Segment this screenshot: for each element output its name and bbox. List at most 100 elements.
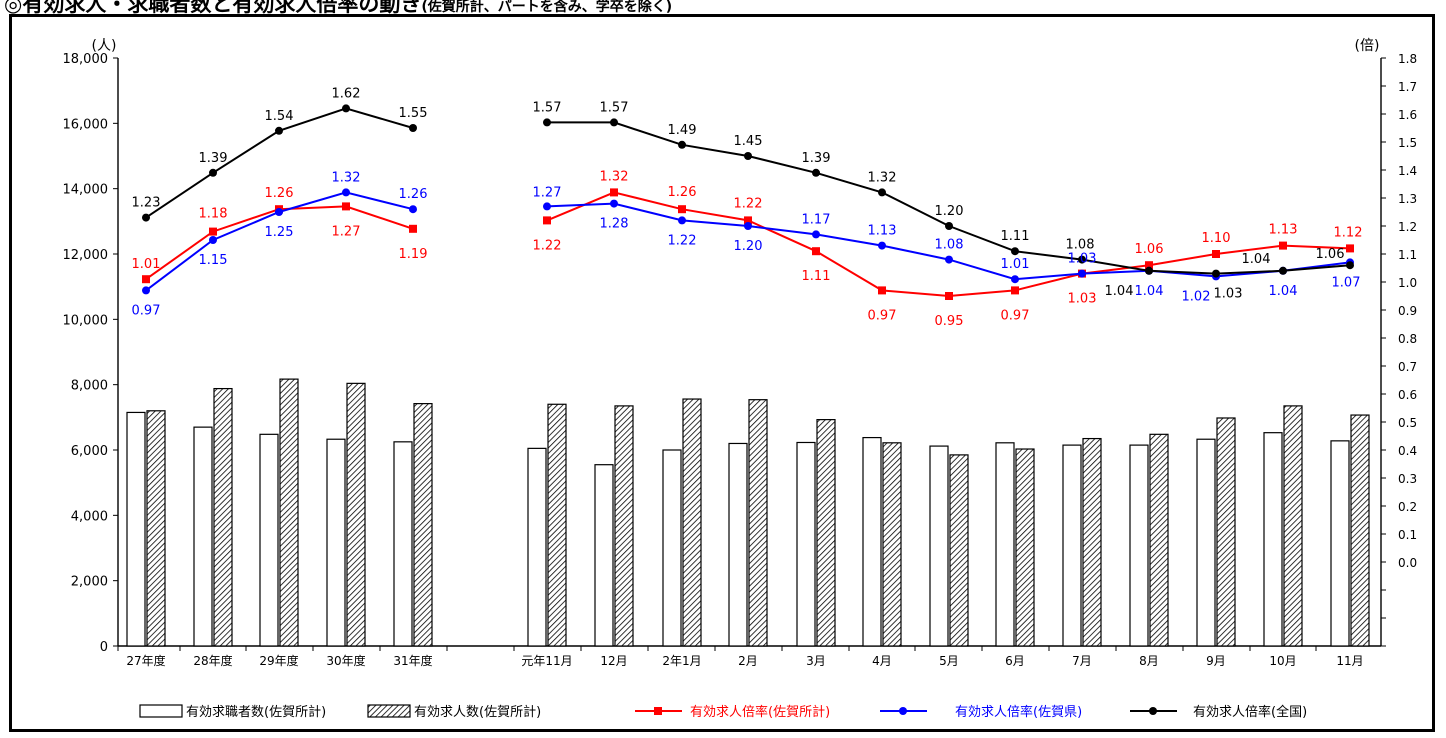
line-marker-1	[744, 222, 752, 230]
x-tick-label: 4月	[872, 654, 892, 668]
y-left-unit: (人)	[92, 38, 117, 54]
legend-marker-0	[654, 707, 662, 715]
y-left-tick-label: 4,000	[71, 509, 108, 524]
bar-job-offers	[1015, 448, 1035, 647]
x-tick-label: 11月	[1336, 654, 1363, 668]
data-label-series-2: 1.03	[1214, 287, 1243, 302]
bar-job-offers	[614, 405, 634, 647]
y-right-unit: (倍)	[1355, 38, 1380, 54]
line-marker-1	[142, 286, 150, 295]
data-label-series-0: 0.95	[935, 314, 964, 329]
data-label-series-0: 1.22	[734, 196, 763, 211]
line-marker-1	[878, 241, 886, 250]
line-marker-2	[1011, 247, 1019, 256]
y-right-tick-label: 0.9	[1398, 304, 1417, 318]
line-marker-2	[678, 140, 686, 149]
line-marker-0	[1346, 244, 1354, 253]
chart-title-main: 有効求人・求職者数と有効求人倍率の動き	[22, 0, 422, 14]
data-label-series-0: 1.26	[668, 185, 697, 200]
data-label-series-1: 1.04	[1135, 284, 1164, 299]
legend-label-2: 有効求人倍率(全国)	[1193, 704, 1307, 720]
bar-job-seekers	[259, 433, 279, 647]
y-left-tick-label: 8,000	[71, 379, 108, 394]
line-marker-2	[275, 126, 283, 135]
bar-job-offers	[413, 403, 433, 647]
data-label-series-1: 1.07	[1332, 275, 1361, 290]
legend-marker-2	[1149, 707, 1157, 715]
legend-marker-1	[899, 707, 907, 715]
bar-job-offers	[146, 410, 166, 647]
line-marker-0	[610, 188, 618, 197]
data-label-series-2: 1.49	[668, 123, 697, 138]
y-right-tick-label: 1.4	[1398, 164, 1417, 178]
data-label-series-0: 0.97	[1001, 308, 1030, 323]
data-label-series-2: 1.54	[265, 109, 294, 124]
data-label-series-0: 1.22	[533, 238, 562, 253]
data-label-series-2: 1.32	[868, 170, 897, 185]
data-label-series-2: 1.62	[332, 86, 361, 101]
bar-job-offers	[748, 399, 768, 647]
x-tick-label: 6月	[1005, 654, 1025, 668]
legend-swatch-job-seekers	[139, 704, 183, 718]
y-right-tick-label: 1.1	[1398, 248, 1417, 262]
data-label-series-0: 1.19	[399, 247, 428, 262]
data-label-series-2: 1.23	[132, 196, 161, 211]
line-marker-1	[1078, 269, 1086, 278]
data-label-series-2: 1.45	[734, 134, 763, 149]
x-tick-label: 27年度	[126, 653, 165, 668]
y-right-tick-label: 1.7	[1398, 80, 1417, 94]
y-left-tick-label: 10,000	[63, 313, 109, 328]
bar-job-offers	[1082, 437, 1102, 647]
line-marker-0	[209, 227, 217, 236]
data-label-series-0: 1.03	[1068, 292, 1097, 307]
bar-job-offers	[682, 398, 702, 647]
data-label-series-1: 1.01	[1001, 257, 1030, 272]
line-marker-0	[409, 224, 417, 233]
legend-label-job-seekers: 有効求職者数(佐賀所計)	[186, 704, 326, 720]
y-left-tick-label: 18,000	[63, 52, 109, 67]
bar-job-seekers	[1129, 444, 1149, 647]
line-marker-0	[1011, 286, 1019, 295]
bar-job-seekers	[326, 438, 346, 647]
y-right-tick-label: 1.5	[1398, 136, 1417, 150]
bar-job-offers	[1283, 405, 1303, 647]
line-marker-0	[142, 275, 150, 284]
data-label-series-2: 1.04	[1105, 284, 1134, 299]
line-marker-0	[744, 216, 752, 225]
data-label-series-1: 1.20	[734, 239, 763, 254]
data-label-series-1: 1.28	[600, 217, 629, 232]
bar-job-offers	[816, 419, 836, 647]
bar-job-offers	[949, 454, 969, 647]
x-tick-label: 31年度	[393, 653, 432, 668]
data-label-series-1: 1.15	[199, 253, 228, 268]
bar-job-seekers	[662, 449, 682, 647]
chart-title-bar: ◎有効求人・求職者数と有効求人倍率の動き(佐賀所計、パートを含み、学卒を除く)	[0, 0, 1446, 14]
line-marker-1	[945, 255, 953, 264]
y-left-tick-label: 6,000	[71, 444, 108, 459]
bar-job-seekers	[527, 447, 547, 647]
data-label-series-0: 1.11	[802, 269, 831, 284]
y-right-tick-label: 0.7	[1398, 360, 1417, 374]
data-label-series-1: 1.32	[332, 170, 361, 185]
bar-job-seekers	[862, 436, 882, 647]
bar-job-offers	[346, 382, 366, 647]
data-label-series-0: 1.12	[1334, 225, 1363, 240]
bar-job-seekers	[126, 411, 146, 647]
line-marker-0	[543, 216, 551, 225]
y-right-tick-label: 0.0	[1398, 556, 1417, 570]
legend-swatch-job-offers	[367, 704, 411, 718]
line-marker-0	[1212, 250, 1220, 258]
line-marker-1	[678, 216, 686, 225]
line-marker-1	[209, 236, 217, 244]
x-tick-label: 3月	[806, 654, 826, 668]
y-right-tick-label: 0.3	[1398, 472, 1417, 486]
data-label-series-0: 1.06	[1135, 242, 1164, 257]
data-label-series-2: 1.11	[1001, 229, 1030, 244]
line-marker-2	[543, 118, 551, 127]
y-right-tick-label: 1.8	[1398, 52, 1417, 66]
y-right-tick-label: 0.2	[1398, 500, 1417, 514]
bar-job-seekers	[393, 441, 413, 647]
bar-job-seekers	[796, 441, 816, 647]
y-right-tick-label: 0.1	[1398, 528, 1417, 542]
